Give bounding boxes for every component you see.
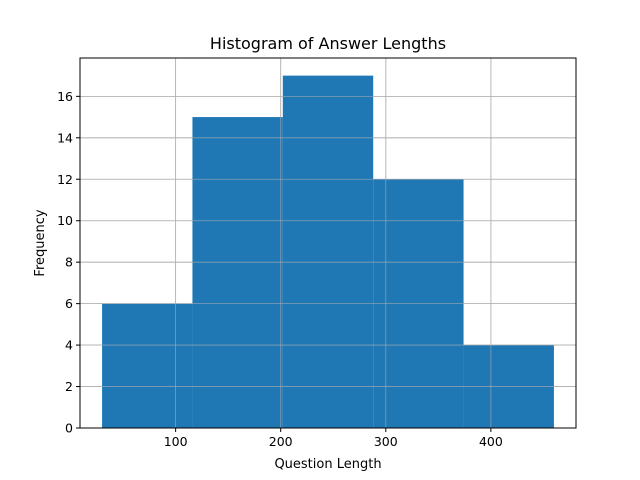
x-tick-label: 400 bbox=[479, 434, 503, 449]
y-axis-label: Frequency bbox=[33, 209, 48, 276]
y-tick-label: 8 bbox=[65, 255, 73, 270]
y-tick-label: 4 bbox=[65, 338, 73, 353]
bars-layer bbox=[80, 58, 576, 429]
y-tick-label: 14 bbox=[57, 130, 73, 145]
y-tick-label: 10 bbox=[57, 213, 73, 228]
ticks-layer: 100 200 300 400 0 2 4 6 8 10 12 14 16 bbox=[57, 89, 503, 449]
histogram-bar bbox=[192, 117, 283, 429]
y-tick-label: 12 bbox=[57, 172, 73, 187]
x-axis-label: Question Length bbox=[274, 457, 381, 472]
chart-title: Histogram of Answer Lengths bbox=[210, 34, 446, 53]
x-tick-label: 300 bbox=[374, 434, 398, 449]
x-tick-label: 200 bbox=[269, 434, 293, 449]
histogram-bar bbox=[102, 303, 193, 428]
y-tick-label: 2 bbox=[65, 379, 73, 394]
y-tick-label: 16 bbox=[57, 89, 73, 104]
plot-frame bbox=[79, 57, 577, 429]
y-tick-label: 0 bbox=[65, 421, 73, 436]
histogram-bar bbox=[282, 75, 374, 428]
y-tick-label: 6 bbox=[65, 296, 73, 311]
x-tick-label: 100 bbox=[164, 434, 188, 449]
